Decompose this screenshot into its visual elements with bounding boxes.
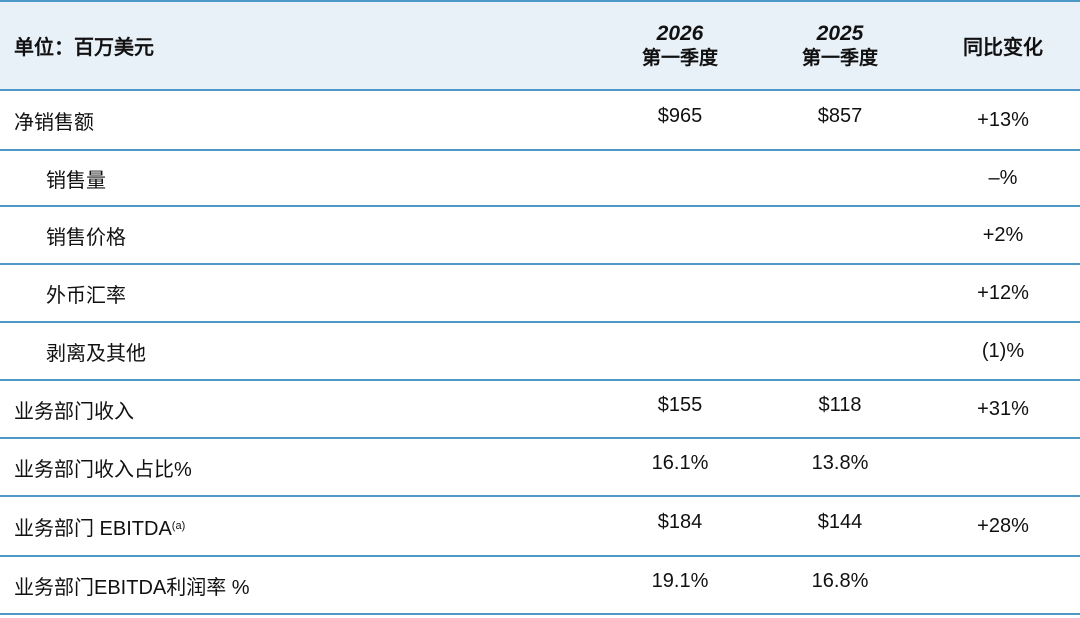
value-2025: 13.8%	[811, 451, 869, 474]
value-2026: 19.1%	[651, 569, 709, 592]
value-2026: $965	[657, 104, 703, 127]
row-label: 剥离及其他	[46, 342, 146, 365]
col-header-yoy: 同比变化	[963, 37, 1043, 59]
value-2026: $155	[657, 393, 703, 416]
value-yoy: –%	[988, 166, 1018, 189]
col-2025-period: 第一季度	[801, 47, 878, 69]
value-yoy: +28%	[977, 514, 1029, 537]
table-row-volume: 销售量 –%	[0, 151, 1080, 207]
value-2026: 16.1%	[651, 451, 709, 474]
value-yoy: +13%	[977, 108, 1029, 131]
table-row-ebitda-margin: 业务部门EBITDA利润率 % 19.1% 16.8%	[0, 557, 1080, 615]
row-label: 销售量	[46, 169, 106, 192]
value-yoy: +31%	[977, 397, 1029, 420]
table-row-fx: 外币汇率 +12%	[0, 265, 1080, 323]
footnote-marker: (a)	[171, 520, 186, 532]
row-label: 销售价格	[46, 226, 126, 249]
value-yoy: (1)%	[981, 339, 1025, 362]
unit-label: 单位：百万美元	[14, 37, 154, 59]
table-row-price: 销售价格 +2%	[0, 207, 1080, 265]
row-label: 外币汇率	[46, 284, 126, 307]
table-row-net-sales: 净销售额 $965 $857 +13%	[0, 91, 1080, 151]
value-2025: $857	[817, 104, 863, 127]
col-2026-period: 第一季度	[641, 47, 718, 69]
col-2025-year: 2025	[816, 21, 864, 45]
table-row-segment-income-pct: 业务部门收入占比% 16.1% 13.8%	[0, 439, 1080, 497]
col-2026-year: 2026	[656, 21, 704, 45]
row-label: 净销售额	[14, 111, 94, 134]
row-label: 业务部门收入占比%	[14, 458, 192, 481]
table-row-segment-ebitda: 业务部门 EBITDA (a) $184 $144 +28%	[0, 497, 1080, 557]
value-2025: $118	[818, 393, 862, 416]
value-yoy: +12%	[977, 281, 1029, 304]
table-header-row: 单位：百万美元 2026 第一季度 2025 第一季度 同比变化	[0, 0, 1080, 91]
value-2026: $184	[657, 510, 703, 533]
row-label-text: 业务部门 EBITDA	[14, 517, 172, 540]
col-header-2026: 2026 第一季度	[620, 2, 740, 89]
table-row-divestiture: 剥离及其他 (1)%	[0, 323, 1080, 381]
value-2025: 16.8%	[811, 569, 869, 592]
row-label: 业务部门收入	[14, 400, 134, 423]
table-row-segment-income: 业务部门收入 $155 $118 +31%	[0, 381, 1080, 439]
value-yoy: +2%	[982, 223, 1024, 246]
row-label: 业务部门EBITDA利润率 %	[14, 576, 250, 599]
row-label: 业务部门 EBITDA (a)	[14, 497, 185, 555]
col-header-2025: 2025 第一季度	[780, 2, 900, 89]
value-2025: $144	[817, 510, 863, 533]
